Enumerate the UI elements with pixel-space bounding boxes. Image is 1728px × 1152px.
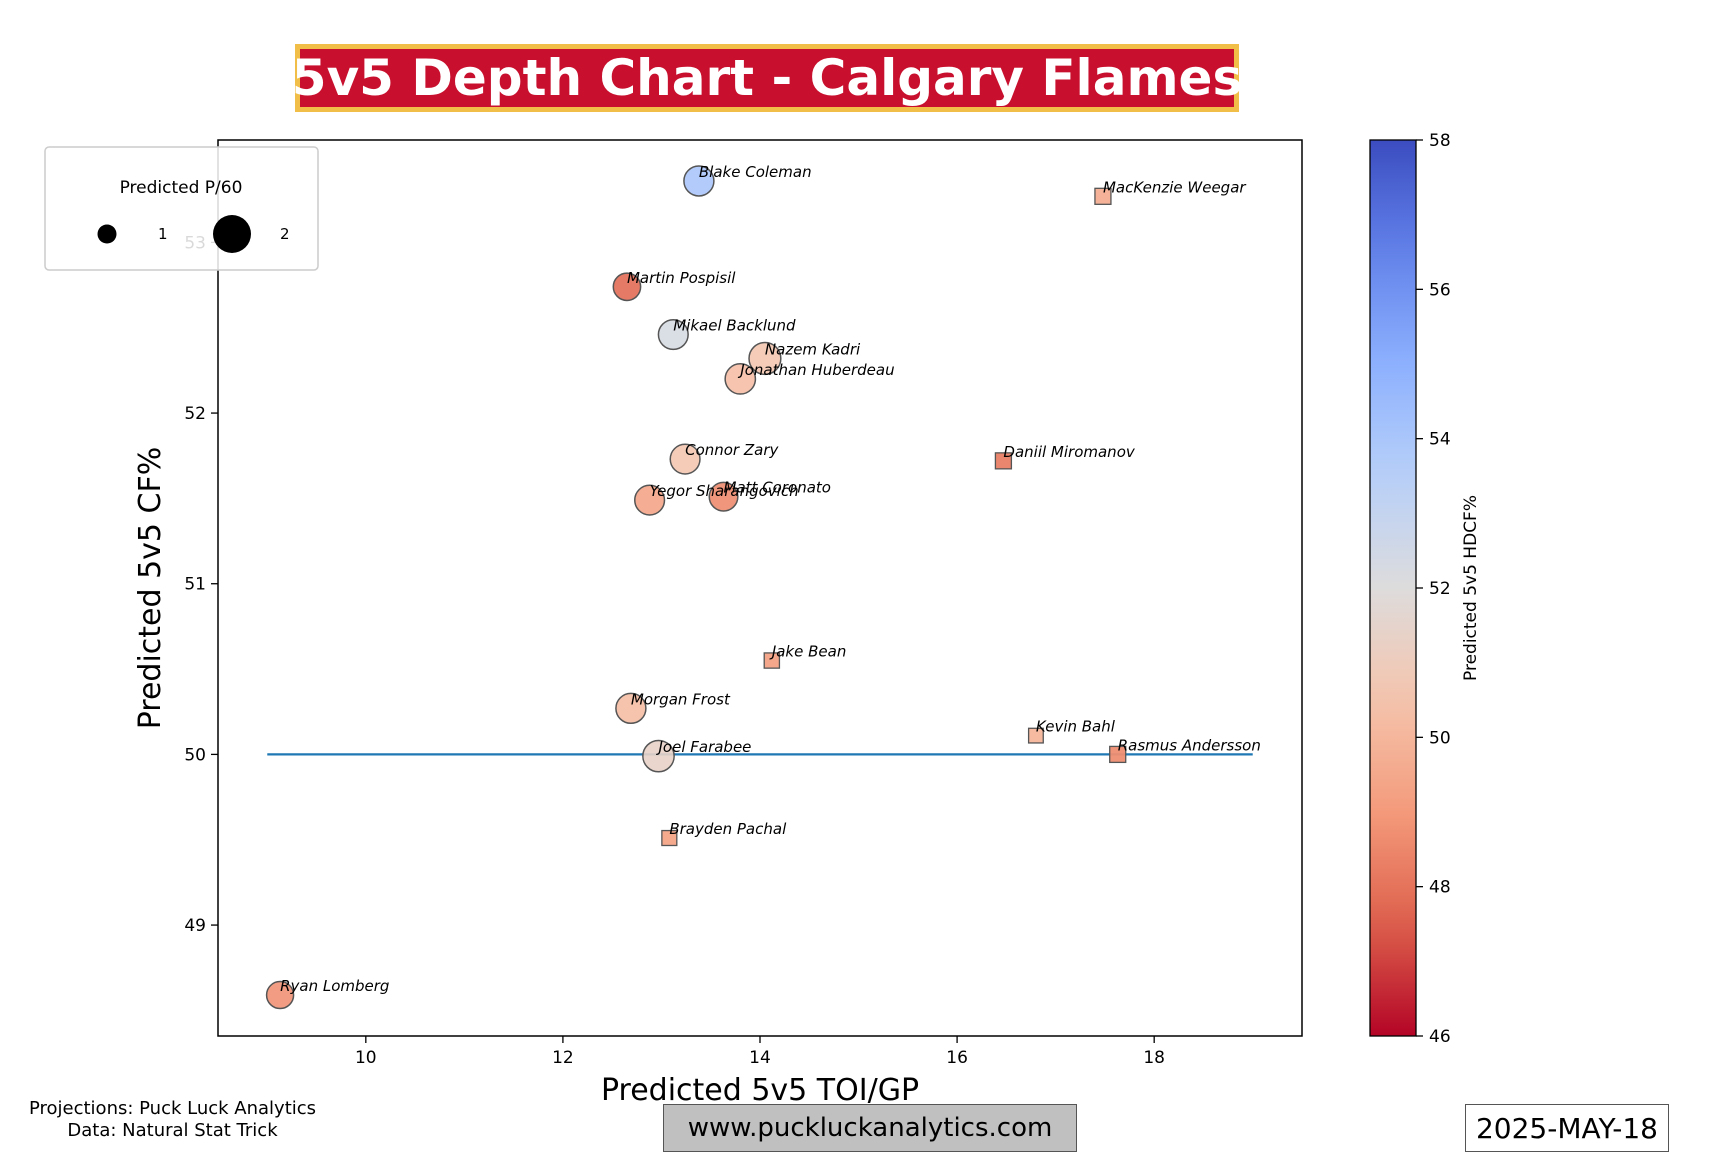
point-marker xyxy=(724,363,757,395)
point-marker xyxy=(634,484,666,516)
x-axis-label: Predicted 5v5 TOI/GP xyxy=(601,1073,919,1108)
x-tick-label: 10 xyxy=(355,1048,377,1068)
colorbar xyxy=(1369,139,1417,1037)
point-label: Matt Coronato xyxy=(724,479,831,497)
point-label: Brayden Pachal xyxy=(669,820,787,838)
colorbar-tick-label: 46 xyxy=(1429,1027,1451,1047)
x-tick-label: 18 xyxy=(1143,1048,1165,1068)
point-marker xyxy=(642,739,675,773)
point-label: Blake Coleman xyxy=(699,163,812,181)
point-label: Morgan Frost xyxy=(631,690,731,708)
point-label: Connor Zary xyxy=(685,441,779,459)
x-tick-label: 12 xyxy=(552,1048,574,1068)
point-label: Daniil Miromanov xyxy=(1003,443,1135,461)
y-tick-label: 50 xyxy=(184,745,206,765)
point-marker xyxy=(708,481,739,512)
size-legend-label: 1 xyxy=(158,225,168,243)
x-tick-label: 16 xyxy=(946,1048,968,1068)
point-label: MacKenzie Weegar xyxy=(1103,178,1246,196)
point-marker xyxy=(763,652,781,669)
y-tick-label: 52 xyxy=(184,404,206,424)
point-marker xyxy=(1109,745,1127,764)
date-stamp: 2025-MAY-18 xyxy=(1465,1104,1669,1152)
credits: Projections: Puck Luck Analytics Data: N… xyxy=(10,1098,335,1142)
colorbar-tick-label: 54 xyxy=(1429,430,1451,450)
projections-credit: Projections: Puck Luck Analytics xyxy=(28,1098,317,1119)
point-label: Joel Farabee xyxy=(655,738,751,756)
size-legend-marker xyxy=(213,215,251,253)
point-marker xyxy=(994,452,1013,470)
point-marker xyxy=(661,829,678,847)
point-label: Martin Pospisil xyxy=(627,269,736,287)
size-legend-title: Predicted P/60 xyxy=(120,178,243,198)
point-label: Jake Bean xyxy=(769,643,847,661)
point-label: Jonathan Huberdeau xyxy=(737,361,894,379)
colorbar-tick-label: 48 xyxy=(1429,878,1451,898)
colorbar-tick-label: 52 xyxy=(1429,579,1451,599)
size-legend-marker xyxy=(97,224,117,244)
point-marker xyxy=(1027,727,1044,744)
data-credit: Data: Natural Stat Trick xyxy=(67,1120,278,1141)
y-tick-label: 49 xyxy=(184,916,206,936)
colorbar-tick-label: 50 xyxy=(1429,728,1451,748)
point-marker xyxy=(265,980,295,1010)
point-marker xyxy=(748,341,782,376)
point-label: Rasmus Andersson xyxy=(1118,736,1261,754)
date-text: 2025-MAY-18 xyxy=(1475,1111,1658,1145)
point-marker xyxy=(669,443,701,475)
y-tick-label: 51 xyxy=(184,575,206,595)
size-legend-box xyxy=(44,146,319,271)
website-link[interactable]: www.puckluckanalytics.com xyxy=(663,1104,1077,1152)
point-marker xyxy=(612,272,642,302)
point-marker xyxy=(657,318,689,351)
point-marker xyxy=(683,165,715,197)
point-marker xyxy=(1094,187,1112,205)
point-label: Nazem Kadri xyxy=(765,340,861,358)
colorbar-label: Predicted 5v5 HDCF% xyxy=(1461,495,1481,681)
colorbar-tick-label: 58 xyxy=(1429,131,1451,151)
plot-frame xyxy=(217,139,1303,1037)
colorbar-tick-label: 56 xyxy=(1429,280,1451,300)
point-label: Yegor Sharangovich xyxy=(650,482,799,500)
chart-title-banner: 5v5 Depth Chart - Calgary Flames xyxy=(291,44,1243,112)
point-label: Kevin Bahl xyxy=(1036,718,1116,736)
size-legend-label: 2 xyxy=(280,225,290,243)
point-label: Ryan Lomberg xyxy=(280,977,389,995)
y-axis-label: Predicted 5v5 CF% xyxy=(133,447,168,730)
x-tick-label: 14 xyxy=(749,1048,771,1068)
point-marker xyxy=(615,692,647,725)
website-text: www.puckluckanalytics.com xyxy=(687,1113,1053,1143)
chart-title: 5v5 Depth Chart - Calgary Flames xyxy=(291,49,1243,107)
point-label: Mikael Backlund xyxy=(673,317,796,335)
